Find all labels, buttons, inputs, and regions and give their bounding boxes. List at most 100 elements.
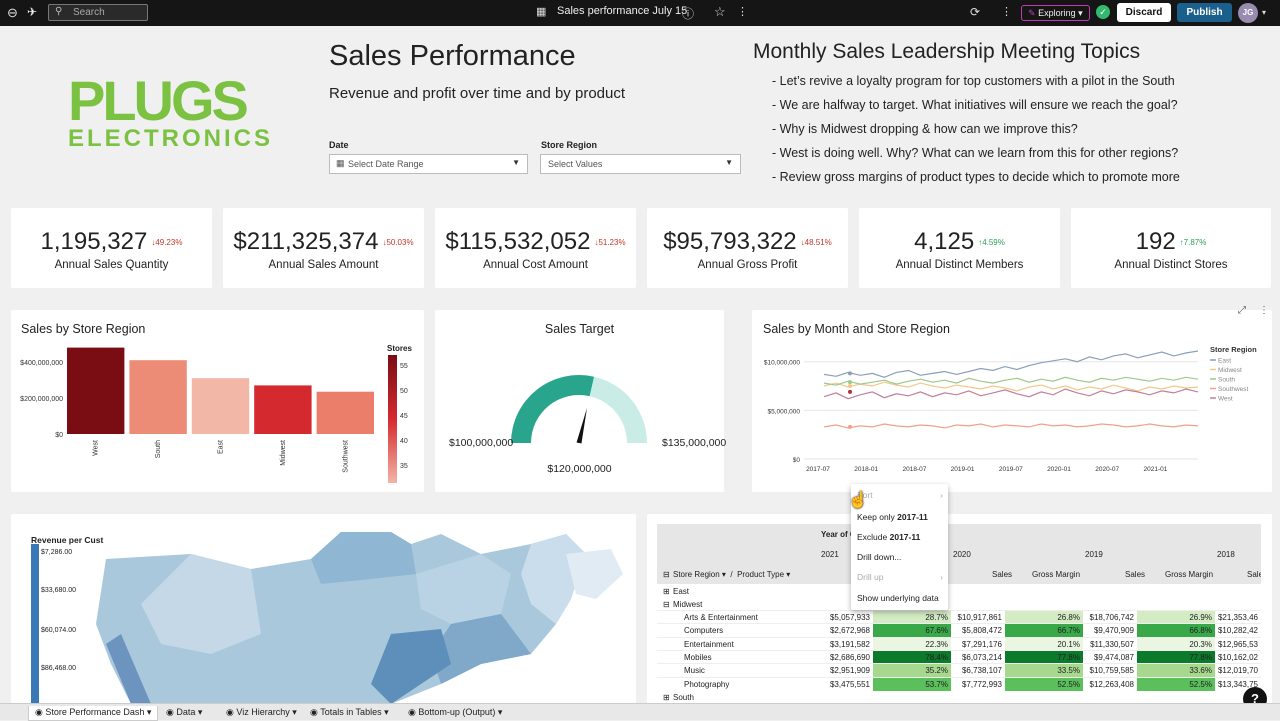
table-cell[interactable]: 66.7% <box>1005 624 1083 638</box>
expand-icon[interactable]: ⊞ <box>663 587 670 596</box>
region-filter[interactable]: Select Values ▼ <box>540 154 741 174</box>
line-chart-card[interactable]: Sales by Month and Store Region $10,000,… <box>752 310 1272 492</box>
date-filter[interactable]: ▦ Select Date Range ▼ <box>329 154 528 174</box>
tab-data[interactable]: ◉ Data ▾ <box>166 707 203 717</box>
table-cell[interactable]: 66.8% <box>1137 624 1215 638</box>
table-cell[interactable]: 33.6% <box>1137 664 1215 678</box>
table-cell[interactable]: $3,475,551 <box>829 679 870 689</box>
table-cell[interactable]: $5,057,933 <box>829 613 870 622</box>
search-input[interactable]: ⚲ Search <box>48 4 148 21</box>
table-row[interactable]: Music $2,951,909 35.2% $6,738,107 33.5% $10,7… <box>657 663 1261 678</box>
table-cell[interactable]: 78.4% <box>873 650 951 664</box>
region-row[interactable]: South <box>673 693 694 702</box>
kpi-card[interactable]: $95,793,322 ↓48.51% Annual Gross Profit <box>647 208 848 288</box>
table-cell[interactable]: $2,686,690 <box>829 652 870 662</box>
tab-viz-hierarchy[interactable]: ◉ Viz Hierarchy ▾ <box>226 707 297 717</box>
more-options-icon[interactable]: ⋮ <box>1001 6 1012 18</box>
more-menu-icon[interactable]: ⋮ <box>1259 305 1269 316</box>
measure-header[interactable]: Sale <box>1247 570 1261 579</box>
table-cell[interactable]: 52.5% <box>1005 677 1083 691</box>
pivot-table[interactable]: Year of O 2021 2020 2019 2018 ⊟ Store Re… <box>657 524 1261 702</box>
table-cell[interactable]: $12,019,70 <box>1217 666 1258 676</box>
table-row[interactable]: Entertainment $3,191,582 22.3% $7,291,176 20… <box>657 636 1261 651</box>
favorite-star-icon[interactable]: ☆ <box>714 4 726 19</box>
table-cell[interactable]: $10,162,02 <box>1217 652 1258 662</box>
measure-header[interactable]: Gross Margin <box>1032 570 1081 579</box>
expand-icon[interactable]: ⊞ <box>663 693 670 702</box>
table-cell[interactable]: $7,291,176 <box>961 639 1002 649</box>
year-header[interactable]: 2020 <box>953 550 971 559</box>
table-cell[interactable]: 26.8% <box>1005 611 1083 624</box>
column-header[interactable]: Year of O <box>821 530 857 539</box>
table-cell[interactable]: $10,759,585 <box>1089 666 1135 676</box>
kpi-card[interactable]: $115,532,052 ↓51.23% Annual Cost Amount <box>435 208 636 288</box>
menu-item-exclude[interactable]: Exclude 2017-11 <box>857 532 921 542</box>
table-cell[interactable]: 67.6% <box>873 624 951 638</box>
table-cell[interactable]: 53.7% <box>873 677 951 691</box>
table-cell[interactable]: $3,191,582 <box>829 639 870 649</box>
doc-title[interactable]: Sales performance July 15 <box>557 5 688 17</box>
discard-button[interactable]: Discard <box>1117 3 1171 22</box>
year-header[interactable]: 2018 <box>1217 550 1235 559</box>
collapse-icon[interactable]: ⊟ <box>663 600 670 609</box>
tab-totals-in-tables[interactable]: ◉ Totals in Tables ▾ <box>310 707 389 717</box>
region-row[interactable]: East <box>673 587 690 596</box>
measure-header[interactable]: Sales <box>1125 570 1146 579</box>
table-cell[interactable]: $2,951,909 <box>829 666 870 676</box>
table-cell[interactable]: 77.8% <box>1005 650 1083 664</box>
year-header[interactable]: 2019 <box>1085 550 1103 559</box>
table-cell[interactable]: $9,474,087 <box>1093 652 1134 662</box>
table-cell[interactable]: 52.5% <box>1137 677 1215 691</box>
more-menu-icon[interactable]: ⋮ <box>737 6 748 18</box>
menu-item-show-underlying-data[interactable]: Show underlying data <box>857 593 939 603</box>
bar-chart-card[interactable]: Sales by Store Region $400,000,000 $200,0… <box>11 310 424 492</box>
kpi-card[interactable]: 192 ↑7.87% Annual Distinct Stores <box>1071 208 1271 288</box>
table-cell[interactable]: $7,772,993 <box>961 679 1002 689</box>
table-cell[interactable]: 22.3% <box>873 637 951 651</box>
menu-item-drill-up[interactable]: Drill up › <box>857 572 943 582</box>
mode-dropdown[interactable]: ✎ Exploring ▾ <box>1021 5 1090 21</box>
kpi-card[interactable]: $211,325,374 ↓50.03% Annual Sales Amount <box>223 208 424 288</box>
back-icon[interactable]: ⊖ <box>7 5 18 20</box>
table-cell[interactable]: $21,353,46 <box>1217 613 1258 622</box>
table-cell[interactable]: $10,917,861 <box>957 613 1003 622</box>
table-cell[interactable]: 26.9% <box>1137 611 1215 624</box>
gauge-card[interactable]: Sales Target $100,000,000 $135,000,000 $… <box>435 310 726 492</box>
app-logo-icon[interactable]: ✈ <box>27 5 38 19</box>
kpi-card[interactable]: 4,125 ↑4.59% Annual Distinct Members <box>859 208 1060 288</box>
map-card[interactable]: Revenue per Cust $7,286.00 $33,680.00 $6… <box>11 514 636 704</box>
measure-header[interactable]: Sales <box>992 570 1013 579</box>
table-cell[interactable]: $12,263,408 <box>1089 679 1135 689</box>
table-cell[interactable]: $6,738,107 <box>961 666 1002 676</box>
tab-store-performance-dash[interactable]: ◉ Store Performance Dash ▾ <box>28 706 158 721</box>
table-cell[interactable]: 20.3% <box>1137 637 1215 651</box>
table-cell[interactable]: $18,706,742 <box>1089 613 1135 622</box>
expand-icon[interactable]: ⤢ <box>1238 305 1246 316</box>
row-header[interactable]: Store Region ▾ / Product Type ▾ <box>673 570 791 579</box>
table-cell[interactable]: $9,470,909 <box>1093 626 1134 636</box>
collapse-icon[interactable]: ⊟ <box>663 570 670 579</box>
table-row[interactable]: Computers $2,672,968 67.6% $5,808,472 66.7% $… <box>657 623 1261 638</box>
table-row[interactable]: Photography $3,475,551 53.7% $7,772,993 52.5… <box>657 676 1261 691</box>
publish-button[interactable]: Publish <box>1177 3 1232 22</box>
table-cell[interactable]: $10,282,42 <box>1217 626 1258 636</box>
kpi-card[interactable]: 1,195,327 ↓49.23% Annual Sales Quantity <box>11 208 212 288</box>
tab-bottom-up-output[interactable]: ◉ Bottom-up (Output) ▾ <box>408 707 503 717</box>
chevron-down-icon[interactable]: ▾ <box>1262 8 1267 17</box>
info-icon[interactable]: ⓘ <box>682 7 695 21</box>
table-cell[interactable]: 35.2% <box>873 664 951 678</box>
avatar[interactable]: JG <box>1238 3 1258 23</box>
table-cell[interactable]: $12,965,53 <box>1217 639 1258 649</box>
measure-header[interactable]: Gross Margin <box>1165 570 1214 579</box>
table-cell[interactable]: $5,808,472 <box>961 626 1002 636</box>
menu-item-keep-only[interactable]: Keep only 2017-11 <box>857 512 928 522</box>
menu-item-sort[interactable]: Sort › <box>857 490 943 500</box>
table-cell[interactable]: $11,330,507 <box>1090 639 1134 649</box>
table-row[interactable]: Mobiles $2,686,690 78.4% $6,073,214 77.8% $9,… <box>657 649 1261 664</box>
table-cell[interactable]: 77.8% <box>1137 650 1215 664</box>
table-cell[interactable]: 20.1% <box>1005 637 1083 651</box>
table-cell[interactable]: 28.7% <box>873 611 951 624</box>
region-row[interactable]: Midwest <box>673 600 703 609</box>
table-cell[interactable]: 33.5% <box>1005 664 1083 678</box>
year-header[interactable]: 2021 <box>821 550 839 559</box>
